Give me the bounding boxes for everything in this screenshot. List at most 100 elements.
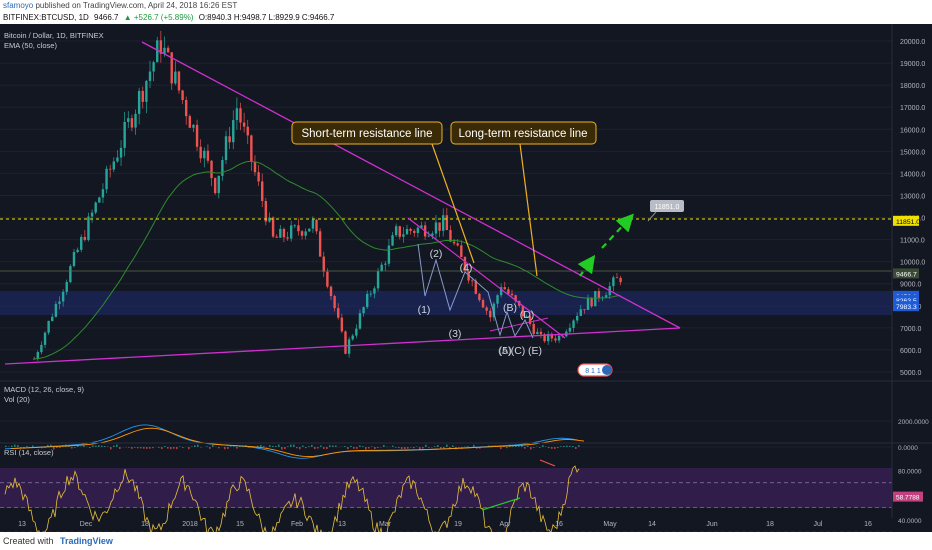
time-tick-label: 16 xyxy=(555,521,563,528)
macd-histogram-bar xyxy=(419,447,421,450)
macd-histogram-bar xyxy=(329,445,331,447)
candle-body xyxy=(69,266,72,283)
candle-body xyxy=(543,334,546,342)
candle-body xyxy=(90,212,94,217)
macd-histogram-bar xyxy=(17,444,19,447)
candle-body xyxy=(413,230,416,233)
candle-body xyxy=(510,293,514,296)
macd-histogram-bar xyxy=(32,445,34,447)
wave-label: (E) xyxy=(528,345,542,357)
macd-histogram-bar xyxy=(431,447,433,448)
macd-histogram-bar xyxy=(281,447,283,450)
candles xyxy=(32,30,622,361)
macd-histogram-bar xyxy=(95,445,97,447)
candle-body xyxy=(326,271,329,287)
candle-body xyxy=(547,333,550,342)
candle-body xyxy=(279,228,282,238)
macd-histogram-bar xyxy=(224,447,226,450)
publish-bar: sfamoyo published on TradingView.com, Ap… xyxy=(0,0,932,12)
macd-histogram-bar xyxy=(449,447,451,450)
candle-body xyxy=(355,328,358,336)
time-tick-label: Jun xyxy=(706,521,717,528)
macd-histogram-bar xyxy=(392,445,394,447)
candle-body xyxy=(119,147,123,158)
macd-histogram-bar xyxy=(152,447,154,449)
rsi-line xyxy=(4,465,580,532)
candle-body xyxy=(163,47,166,54)
macd-histogram-bar xyxy=(101,445,103,447)
candle-body xyxy=(369,293,373,295)
candle-body xyxy=(445,215,449,231)
price-axis[interactable]: 20000.0 19000.0 18000.0 17000.0 16000.0 15000… xyxy=(893,39,925,377)
macd-histogram-bar xyxy=(59,447,61,448)
time-axis[interactable]: 13 Dec 18 2018 15 Feb 13 Mar 19 Apr 16 May 14 Jun 18 Ju… xyxy=(18,521,872,528)
candle-body xyxy=(492,303,496,318)
macd-histogram-bar xyxy=(539,447,541,448)
macd-histogram-bar xyxy=(569,445,571,447)
macd-histogram-bar xyxy=(404,447,406,449)
tradingview-link[interactable]: TradingView xyxy=(60,536,113,546)
candle-body xyxy=(36,352,39,359)
macd-histogram-bar xyxy=(218,447,220,449)
candle-body xyxy=(264,200,268,222)
candle-body xyxy=(145,80,148,102)
time-tick-label: Feb xyxy=(291,521,303,528)
candle-body xyxy=(568,327,572,332)
price-tick-label: 10000.0 xyxy=(900,260,925,267)
candle-body xyxy=(300,231,304,236)
candle-body xyxy=(431,233,434,236)
macd-histogram-bar xyxy=(473,444,475,447)
rsi-divergence-line xyxy=(481,497,521,511)
support-trendline xyxy=(4,327,681,365)
macd-histogram-bar xyxy=(425,444,427,447)
price-tick-label: 13000.0 xyxy=(900,193,925,200)
candle-body xyxy=(83,236,87,240)
chart-area[interactable]: Short-term resistance line Long-term res… xyxy=(0,24,932,532)
callout-long-connector xyxy=(519,143,538,277)
candle-body xyxy=(271,217,275,237)
price-tick-label: 14000.0 xyxy=(900,171,925,178)
candle-body xyxy=(449,230,452,242)
candle-body xyxy=(174,71,177,84)
macd-histogram-bar xyxy=(182,447,184,448)
candle-body xyxy=(536,331,539,335)
short-term-callout[interactable]: Short-term resistance line xyxy=(291,121,443,145)
macd-tick-label: 2000.0000 xyxy=(898,419,929,426)
price-label-box xyxy=(893,301,919,312)
candle-body xyxy=(275,236,278,238)
candle-body xyxy=(358,313,362,329)
macd-histogram-bar xyxy=(5,445,7,447)
time-tick-label: 18 xyxy=(766,521,774,528)
candle-body xyxy=(604,295,608,298)
candle-body xyxy=(261,181,264,201)
price-change: ▲ +526.7 (+5.89%) xyxy=(123,13,194,22)
macd-histogram-bar xyxy=(176,447,178,450)
indicator-badge[interactable]: 8 1 1 xyxy=(577,363,613,377)
price-tick-label: 6000.0 xyxy=(900,348,922,355)
candle-body xyxy=(380,264,383,272)
projection-arrow-small xyxy=(577,254,596,277)
macd-histogram-bar xyxy=(104,446,106,447)
target-flag-text: 11851.0 xyxy=(655,204,680,211)
candle-body xyxy=(525,316,528,318)
time-tick-label: 2018 xyxy=(182,521,198,528)
macd-histogram-bar xyxy=(314,447,316,450)
macd-histogram-bar xyxy=(551,447,553,449)
candle-body xyxy=(217,175,220,194)
candle-body xyxy=(463,256,467,271)
macd-histogram-bar xyxy=(92,445,94,447)
long-term-callout[interactable]: Long-term resistance line xyxy=(450,121,597,145)
candle-body xyxy=(43,332,47,345)
macd-histogram-bar xyxy=(143,447,145,449)
macd-histogram-bar xyxy=(131,447,133,449)
candle-body xyxy=(181,90,184,101)
macd-histogram-bar xyxy=(428,447,430,448)
candle-body xyxy=(224,136,228,161)
macd-histogram-bar xyxy=(512,446,514,447)
macd-histogram-bar xyxy=(395,447,397,448)
candle-body xyxy=(532,323,535,335)
macd-histogram-bar xyxy=(368,447,370,449)
candle-body xyxy=(32,358,36,360)
author-link[interactable]: sfamoyo xyxy=(3,1,34,10)
ema-legend: EMA (50, close) xyxy=(4,41,57,50)
